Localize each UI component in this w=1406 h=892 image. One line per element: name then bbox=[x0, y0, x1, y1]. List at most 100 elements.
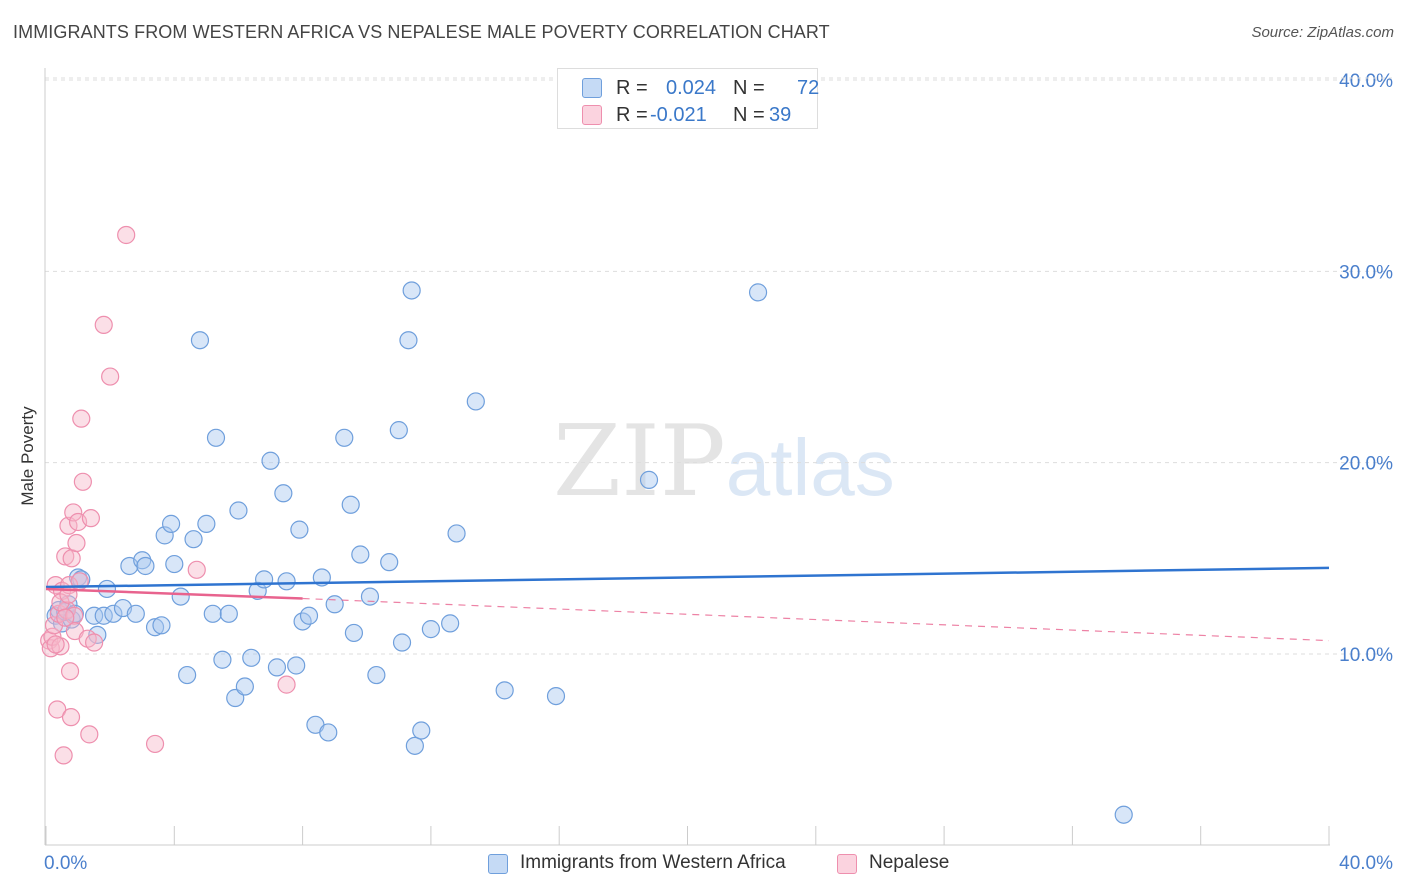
data-point-western-africa bbox=[104, 604, 123, 623]
data-point-western-africa bbox=[277, 572, 296, 591]
data-point-western-africa bbox=[335, 428, 354, 447]
data-point-nepalese bbox=[85, 633, 104, 652]
data-point-western-africa bbox=[178, 665, 197, 685]
data-point-western-africa bbox=[319, 723, 338, 742]
legend-r-value: 0.024 bbox=[666, 77, 717, 99]
data-point-western-africa bbox=[161, 514, 181, 533]
data-point-nepalese bbox=[117, 225, 136, 245]
data-point-western-africa bbox=[136, 556, 155, 576]
data-point-western-africa bbox=[392, 633, 412, 652]
data-point-western-africa bbox=[171, 587, 190, 606]
data-point-western-africa bbox=[351, 545, 370, 564]
data-point-western-africa bbox=[495, 681, 514, 700]
legend-n-label: N = bbox=[733, 77, 765, 99]
data-point-nepalese bbox=[54, 746, 73, 765]
correlation-legend: R = 0.024 N = 72 R = -0.021 N = 39 bbox=[557, 68, 820, 129]
data-point-western-africa bbox=[213, 650, 232, 669]
data-point-western-africa bbox=[639, 470, 659, 489]
data-point-western-africa bbox=[299, 606, 319, 625]
data-point-nepalese bbox=[277, 675, 296, 694]
legend-n-value: 39 bbox=[769, 104, 792, 126]
data-point-nepalese bbox=[56, 547, 75, 566]
data-point-western-africa bbox=[405, 736, 424, 755]
data-point-western-africa bbox=[197, 514, 216, 533]
data-point-nepalese bbox=[73, 472, 92, 491]
trend-line-extension bbox=[302, 597, 1330, 642]
data-point-western-africa bbox=[145, 618, 165, 637]
data-point-western-africa bbox=[165, 554, 184, 574]
data-point-western-africa bbox=[155, 526, 174, 545]
data-point-western-africa bbox=[290, 520, 309, 539]
data-point-nepalese bbox=[48, 700, 67, 719]
legend-r-value: -0.021 bbox=[650, 104, 707, 126]
y-tick-label: 30.0% bbox=[1339, 262, 1393, 283]
data-point-western-africa bbox=[190, 331, 210, 350]
trend-line-nepalese bbox=[45, 587, 303, 600]
trend-line-western-africa bbox=[45, 566, 1330, 589]
data-point-western-africa bbox=[380, 553, 399, 572]
legend-r-label: R = bbox=[616, 104, 648, 126]
data-point-nepalese bbox=[81, 509, 101, 528]
data-point-western-africa bbox=[97, 579, 117, 599]
watermark-atlas: atlas bbox=[725, 423, 895, 512]
x-tick-label: 40.0% bbox=[1339, 853, 1393, 874]
data-point-nepalese bbox=[46, 635, 65, 654]
data-point-western-africa bbox=[466, 392, 485, 411]
data-point-western-africa bbox=[360, 587, 380, 606]
data-point-western-africa bbox=[242, 648, 261, 667]
data-point-nepalese bbox=[80, 725, 99, 744]
series-legend: Immigrants from Western Africa Nepalese bbox=[0, 851, 1406, 879]
data-point-western-africa bbox=[287, 656, 306, 675]
data-point-western-africa bbox=[546, 686, 566, 706]
data-point-western-africa bbox=[126, 604, 145, 623]
data-point-western-africa bbox=[261, 451, 280, 470]
y-tick-label: 20.0% bbox=[1339, 454, 1393, 475]
data-point-western-africa bbox=[219, 604, 238, 623]
legend-n-label: N = bbox=[733, 104, 765, 126]
data-point-nepalese bbox=[67, 533, 86, 553]
legend-swatch-pink bbox=[582, 105, 602, 125]
source-credit: Source: ZipAtlas.com bbox=[1251, 24, 1394, 41]
data-point-nepalese bbox=[101, 367, 120, 386]
watermark: ZIPatlas bbox=[553, 405, 895, 519]
data-point-nepalese bbox=[61, 708, 81, 727]
legend-n-value: 72 bbox=[797, 77, 820, 99]
data-point-nepalese bbox=[145, 734, 165, 754]
legend-label: Immigrants from Western Africa bbox=[520, 852, 786, 873]
data-point-nepalese bbox=[60, 662, 80, 681]
data-point-nepalese bbox=[187, 560, 206, 579]
data-point-western-africa bbox=[267, 658, 287, 677]
data-point-western-africa bbox=[235, 677, 254, 696]
legend-swatch-pink bbox=[837, 854, 857, 874]
data-point-western-africa bbox=[206, 428, 226, 447]
legend-swatch-blue bbox=[582, 78, 602, 98]
watermark-zip: ZIP bbox=[553, 405, 726, 519]
data-point-western-africa bbox=[248, 581, 267, 600]
data-point-western-africa bbox=[402, 281, 421, 300]
data-point-western-africa bbox=[274, 484, 293, 503]
legend-label: Nepalese bbox=[869, 852, 950, 873]
x-tick-label: 0.0% bbox=[44, 853, 87, 874]
data-point-western-africa bbox=[229, 501, 248, 520]
data-point-western-africa bbox=[255, 570, 274, 589]
data-point-western-africa bbox=[344, 623, 364, 643]
data-point-western-africa bbox=[748, 283, 768, 302]
data-point-western-africa bbox=[447, 524, 466, 543]
data-point-western-africa bbox=[325, 595, 344, 614]
data-point-nepalese bbox=[59, 516, 78, 535]
data-point-western-africa bbox=[152, 616, 171, 635]
data-point-nepalese bbox=[64, 503, 83, 522]
data-point-western-africa bbox=[399, 331, 418, 350]
data-point-western-africa bbox=[184, 530, 203, 549]
chart-title: IMMIGRANTS FROM WESTERN AFRICA VS NEPALE… bbox=[13, 22, 830, 42]
data-point-western-africa bbox=[421, 620, 440, 639]
data-point-western-africa bbox=[85, 606, 104, 625]
data-point-western-africa bbox=[412, 721, 431, 740]
data-point-nepalese bbox=[94, 315, 113, 335]
y-tick-label: 10.0% bbox=[1339, 645, 1393, 666]
data-point-western-africa bbox=[367, 665, 386, 685]
data-point-nepalese bbox=[56, 608, 75, 627]
data-point-western-africa bbox=[389, 421, 408, 440]
legend-r-label: R = bbox=[616, 77, 648, 99]
